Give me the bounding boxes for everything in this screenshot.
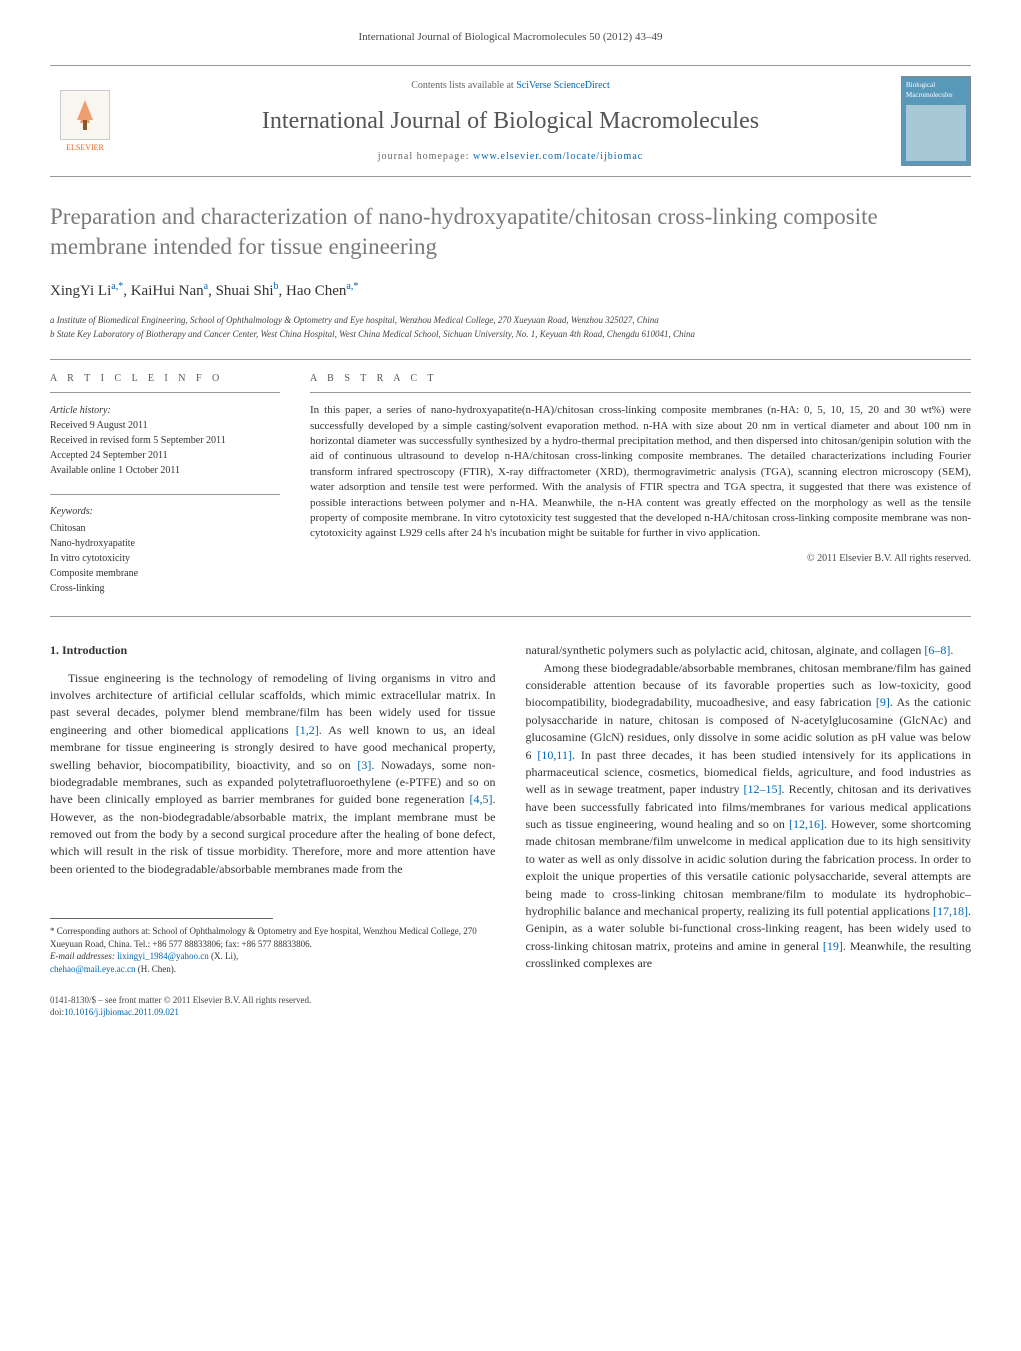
abstract-label: A B S T R A C T — [310, 372, 971, 386]
footnotes: * Corresponding authors at: School of Op… — [50, 925, 496, 975]
email-link-1[interactable]: lixingyi_1984@yahoo.cn — [117, 951, 209, 961]
journal-cover-thumbnail: Biological Macromolecules — [901, 76, 971, 166]
ref-link[interactable]: [4,5] — [470, 792, 493, 806]
keyword-item: Nano-hydroxyapatite — [50, 536, 280, 551]
article-info-label: A R T I C L E I N F O — [50, 372, 280, 386]
history-accepted: Accepted 24 September 2011 — [50, 448, 280, 463]
info-rule — [50, 392, 280, 393]
journal-banner: ELSEVIER Contents lists available at Sci… — [50, 65, 971, 177]
sciencedirect-link[interactable]: SciVerse ScienceDirect — [516, 80, 610, 91]
footnote-rule — [50, 918, 273, 919]
doi-link[interactable]: 10.1016/j.ijbiomac.2011.09.021 — [64, 1007, 179, 1017]
history-received: Received 9 August 2011 — [50, 418, 280, 433]
article-history: Article history: Received 9 August 2011 … — [50, 403, 280, 478]
email-1-name: (X. Li), — [209, 951, 239, 961]
cover-image-placeholder — [906, 105, 966, 161]
article-title: Preparation and characterization of nano… — [50, 202, 971, 262]
body-column-left: 1. Introduction Tissue engineering is th… — [50, 642, 496, 975]
ref-link[interactable]: [9] — [876, 695, 890, 709]
journal-homepage: journal homepage: www.elsevier.com/locat… — [140, 150, 881, 164]
history-revised: Received in revised form 5 September 201… — [50, 433, 280, 448]
article-info-column: A R T I C L E I N F O Article history: R… — [50, 372, 280, 596]
author-3: Shuai Shi — [216, 283, 274, 299]
elsevier-logo: ELSEVIER — [50, 81, 120, 161]
abstract-text: In this paper, a series of nano-hydroxya… — [310, 403, 971, 542]
contents-line: Contents lists available at SciVerse Sci… — [140, 79, 881, 93]
doi-label: doi: — [50, 1007, 64, 1017]
ref-link[interactable]: [1,2] — [296, 723, 319, 737]
email-label: E-mail addresses: — [50, 951, 117, 961]
doi-line: doi:10.1016/j.ijbiomac.2011.09.021 — [50, 1006, 971, 1019]
keyword-item: Cross-linking — [50, 581, 280, 596]
section-heading-1: 1. Introduction — [50, 642, 496, 659]
ref-link[interactable]: [6–8] — [924, 643, 950, 657]
abstract-rule — [310, 392, 971, 393]
keywords-rule — [50, 494, 280, 495]
author-2: KaiHui Nan — [131, 283, 204, 299]
abstract-copyright: © 2011 Elsevier B.V. All rights reserved… — [310, 552, 971, 566]
body-columns: 1. Introduction Tissue engineering is th… — [50, 642, 971, 975]
keyword-item: In vitro cytotoxicity — [50, 551, 280, 566]
body-column-right: natural/synthetic polymers such as polyl… — [526, 642, 972, 975]
ref-link[interactable]: [12,16] — [789, 817, 824, 831]
ref-link[interactable]: [3] — [357, 758, 371, 772]
author-2-sup: a — [204, 281, 208, 292]
cover-label: Biological Macromolecules — [906, 81, 966, 101]
author-4-sup: a,* — [346, 281, 358, 292]
keywords-label: Keywords: — [50, 505, 280, 519]
email-footnote: E-mail addresses: lixingyi_1984@yahoo.cn… — [50, 950, 496, 975]
homepage-prefix: journal homepage: — [378, 151, 473, 162]
author-3-sup: b — [274, 281, 279, 292]
banner-center: Contents lists available at SciVerse Sci… — [140, 79, 881, 165]
author-4: Hao Chen — [286, 283, 346, 299]
divider — [50, 359, 971, 360]
corresponding-footnote: * Corresponding authors at: School of Op… — [50, 925, 496, 950]
footer: 0141-8130/$ – see front matter © 2011 El… — [50, 994, 971, 1019]
keyword-item: Composite membrane — [50, 566, 280, 581]
email-link-2[interactable]: chehao@mail.eye.ac.cn — [50, 964, 136, 974]
authors-line: XingYi Lia,*, KaiHui Nana, Shuai Shib, H… — [50, 280, 971, 302]
keywords-list: Chitosan Nano-hydroxyapatite In vitro cy… — [50, 521, 280, 596]
ref-link[interactable]: [10,11] — [537, 748, 572, 762]
ref-link[interactable]: [19] — [823, 939, 843, 953]
journal-title: International Journal of Biological Macr… — [140, 105, 881, 139]
affiliations: a Institute of Biomedical Engineering, S… — [50, 314, 971, 341]
homepage-link[interactable]: www.elsevier.com/locate/ijbiomac — [473, 151, 643, 162]
body-paragraph: Among these biodegradable/absorbable mem… — [526, 660, 972, 973]
contents-prefix: Contents lists available at — [411, 80, 516, 91]
elsevier-label: ELSEVIER — [66, 142, 104, 153]
divider — [50, 616, 971, 617]
affiliation-a: a Institute of Biomedical Engineering, S… — [50, 314, 971, 328]
citation-header: International Journal of Biological Macr… — [50, 30, 971, 45]
elsevier-tree-icon — [60, 90, 110, 140]
author-1-sup: a,* — [111, 281, 123, 292]
abstract-column: A B S T R A C T In this paper, a series … — [310, 372, 971, 596]
history-online: Available online 1 October 2011 — [50, 463, 280, 478]
author-1: XingYi Li — [50, 283, 111, 299]
email-2-name: (H. Chen). — [136, 964, 177, 974]
body-paragraph: Tissue engineering is the technology of … — [50, 670, 496, 879]
info-abstract-row: A R T I C L E I N F O Article history: R… — [50, 372, 971, 596]
ref-link[interactable]: [17,18] — [933, 904, 968, 918]
keyword-item: Chitosan — [50, 521, 280, 536]
issn-line: 0141-8130/$ – see front matter © 2011 El… — [50, 994, 971, 1007]
affiliation-b: b State Key Laboratory of Biotherapy and… — [50, 328, 971, 342]
history-label: Article history: — [50, 403, 280, 418]
body-paragraph: natural/synthetic polymers such as polyl… — [526, 642, 972, 659]
ref-link[interactable]: [12–15] — [744, 782, 782, 796]
